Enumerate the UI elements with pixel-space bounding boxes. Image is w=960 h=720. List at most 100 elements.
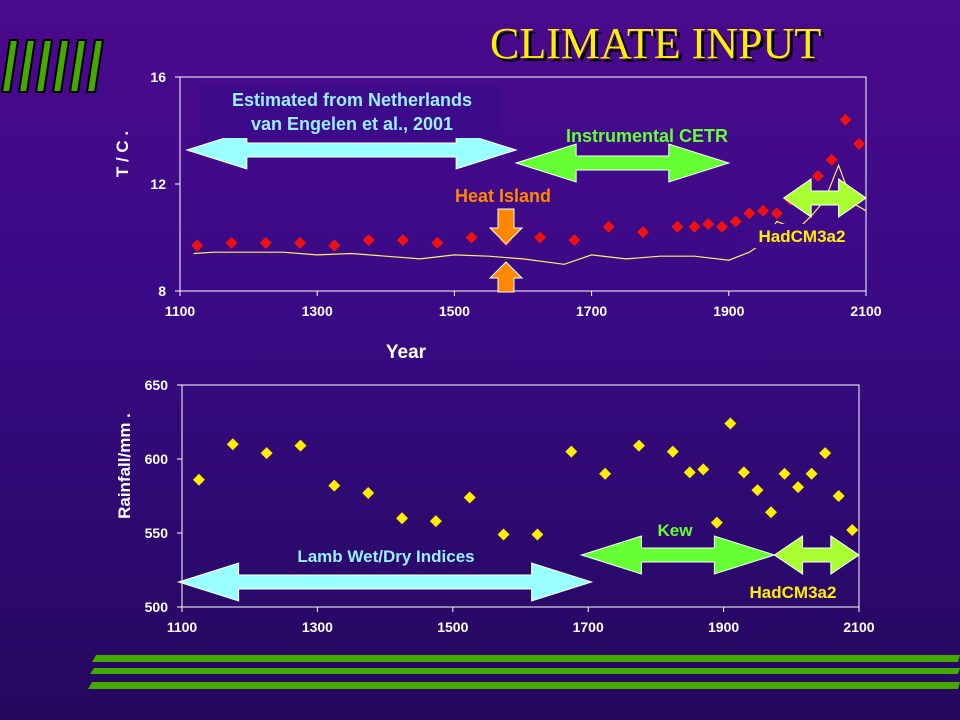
data-point — [531, 528, 544, 541]
data-point — [192, 473, 205, 486]
data-point — [710, 516, 723, 529]
data-point — [688, 220, 701, 233]
hadcm3-arrow-2 — [773, 535, 860, 575]
footer-stripes — [88, 655, 960, 689]
logo-bar — [51, 39, 71, 93]
label-backdrop — [742, 224, 864, 248]
data-point — [825, 153, 838, 166]
hadcm3-arrow — [782, 178, 867, 218]
data-point — [463, 491, 476, 504]
data-point — [702, 218, 715, 231]
data-point — [737, 466, 750, 479]
annotation-hadcm3a2-2: HadCM3a2 — [750, 583, 837, 602]
annotation-netherlands: Estimated from Netherlands — [232, 90, 472, 110]
data-point — [260, 447, 273, 460]
netherlands-arrow — [185, 130, 518, 170]
data-point — [832, 490, 845, 502]
y-axis-label: T / C . — [113, 131, 132, 177]
data-point — [191, 239, 204, 252]
data-point — [259, 236, 272, 249]
x-tick-label: 1300 — [302, 619, 333, 635]
annotation-heat-island: Heat Island — [455, 186, 551, 206]
series-line — [193, 163, 867, 265]
rainfall-chart: 500 550 600 650 1100 1300 1500 1700 1900 2100 Rain… — [115, 377, 875, 635]
data-point — [751, 484, 764, 497]
x-tick-label: 1700 — [576, 303, 607, 319]
data-point — [362, 487, 375, 500]
x-tick-label: 1300 — [302, 303, 333, 319]
plot-frame — [181, 384, 860, 608]
data-point — [565, 445, 578, 458]
data-point — [770, 207, 783, 220]
x-tick-label: 1900 — [708, 619, 739, 635]
data-point — [671, 220, 684, 233]
data-point — [328, 479, 341, 492]
y-tick-label: 8 — [158, 283, 166, 299]
data-point — [853, 137, 866, 150]
heat-island-arrow-down — [488, 208, 524, 245]
y-axis-label: Rainfall/mm . — [115, 413, 134, 519]
annotation-van-engelen: van Engelen et al., 2001 — [251, 114, 453, 134]
y-tick-label: 12 — [150, 176, 166, 192]
temperature-chart: 8 12 16 1100 1300 1500 1700 1900 2100 Year T / C .… — [113, 69, 882, 363]
x-tick-label: 1100 — [167, 619, 198, 635]
data-point — [534, 231, 547, 244]
y-tick-label: 16 — [150, 69, 166, 85]
data-point — [294, 236, 307, 249]
data-point — [599, 467, 612, 480]
data-point — [757, 204, 770, 217]
y-tick-label: 550 — [145, 525, 169, 541]
data-point — [497, 528, 510, 541]
data-point — [811, 169, 824, 182]
x-tick-label: 2100 — [850, 303, 881, 319]
data-point — [226, 438, 239, 451]
data-point — [362, 234, 375, 247]
data-point — [839, 113, 852, 126]
logo-bar — [68, 39, 88, 93]
data-point — [602, 220, 615, 233]
data-point — [683, 466, 696, 479]
footer-stripe — [92, 655, 960, 662]
logo-bar — [17, 39, 37, 93]
data-point — [805, 467, 818, 480]
x-tick-label: 1500 — [437, 619, 468, 635]
data-point — [396, 234, 409, 247]
slide-title: CLIMATE INPUT — [490, 19, 822, 68]
data-point — [328, 239, 341, 252]
annotation-hadcm3a2: HadCM3a2 — [759, 227, 846, 246]
annotation-kew: Kew — [658, 521, 694, 540]
data-point — [632, 439, 645, 452]
data-point — [396, 512, 409, 525]
x-tick-label: 1900 — [713, 303, 744, 319]
data-point — [764, 506, 777, 519]
data-point — [465, 231, 478, 244]
x-tick-label: 2100 — [843, 619, 874, 635]
logo-bars-icon — [0, 39, 105, 93]
data-point — [715, 220, 728, 233]
data-point — [225, 236, 238, 249]
footer-stripe — [90, 668, 960, 674]
annotation-instrumental: Instrumental CETR — [566, 126, 728, 146]
logo-bar — [85, 39, 105, 93]
lamb-arrow — [176, 562, 594, 602]
data-point — [697, 463, 710, 476]
data-point — [729, 215, 742, 228]
data-point — [294, 439, 307, 452]
heat-island-arrow-up — [488, 261, 524, 293]
footer-stripe — [88, 682, 960, 689]
kew-arrow — [579, 535, 777, 575]
data-point — [778, 467, 791, 480]
annotation-lamb: Lamb Wet/Dry Indices — [297, 547, 474, 566]
data-point — [724, 417, 737, 430]
x-tick-label: 1100 — [165, 303, 196, 319]
data-point — [846, 524, 859, 537]
cetr-arrow — [514, 143, 731, 183]
data-point — [666, 445, 679, 458]
y-tick-label: 500 — [145, 599, 169, 615]
data-point — [568, 234, 581, 247]
logo-bar — [0, 39, 20, 93]
label-backdrop — [200, 86, 500, 138]
x-tick-label: 1700 — [573, 619, 604, 635]
data-point — [429, 515, 442, 528]
